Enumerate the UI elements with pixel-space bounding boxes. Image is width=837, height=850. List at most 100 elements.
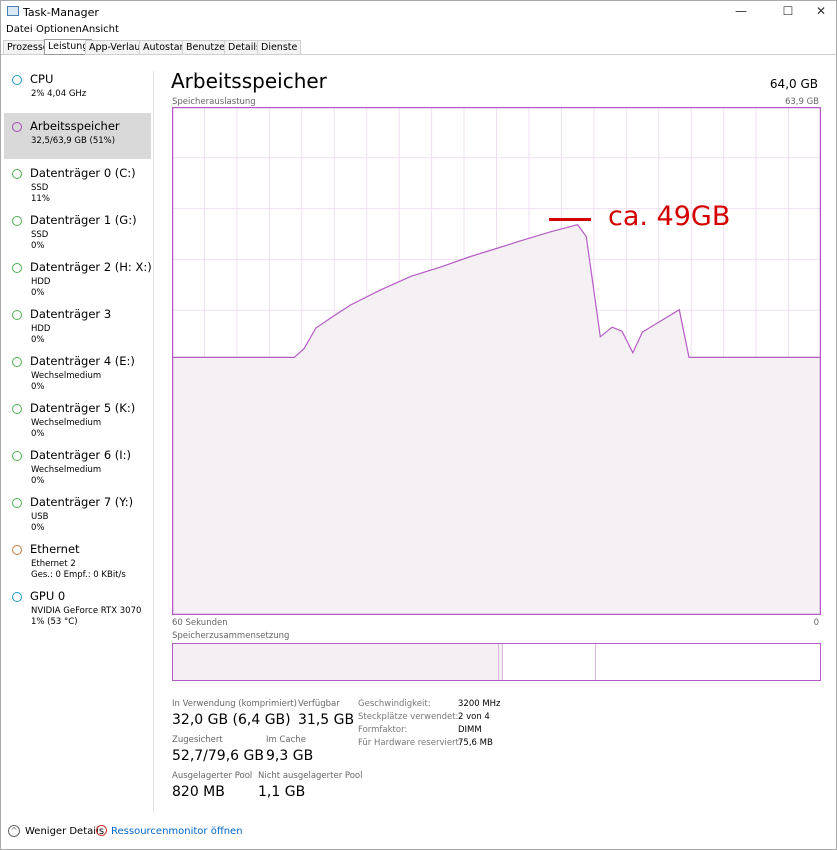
page-title: Arbeitsspeicher [171, 69, 327, 93]
sidebar-item-sub: SSD [31, 183, 49, 193]
divider [153, 71, 154, 813]
sidebar-item-sub: SSD [31, 230, 49, 240]
tab-bar: Prozesse Leistung App-Verlauf Autostart … [1, 39, 837, 55]
sidebar-item[interactable]: Datenträger 2 (H: X:) HDD 0% [4, 254, 152, 300]
sidebar-item-name: Datenträger 7 (Y:) [30, 495, 134, 509]
composition-in-use [173, 644, 500, 680]
annotation-text: ca. 49GB [608, 201, 731, 232]
sidebar-item[interactable]: Datenträger 6 (I:) Wechselmedium 0% [4, 442, 151, 488]
sidebar-item[interactable]: Datenträger 1 (G:) SSD 0% [4, 207, 151, 253]
status-circle-icon [12, 357, 22, 367]
sidebar-item-value: 0% [31, 476, 45, 486]
sidebar-item-name: Arbeitsspeicher [30, 119, 120, 133]
sidebar-item[interactable]: Arbeitsspeicher 32,5/63,9 GB (51%) [4, 113, 151, 159]
sidebar-item-name: Ethernet [30, 542, 80, 556]
maximize-button[interactable]: ☐ [782, 4, 794, 18]
minimize-button[interactable]: — [735, 4, 747, 18]
sidebar-item-sub: HDD [31, 324, 51, 334]
status-circle-icon [12, 310, 22, 320]
composition-standby [502, 644, 597, 680]
window-title: Task-Manager [23, 6, 99, 19]
close-button[interactable]: ✕ [815, 4, 827, 18]
sidebar-item-value: 0% [31, 241, 45, 251]
sidebar-item-name: CPU [30, 72, 54, 86]
status-circle-icon [12, 404, 22, 414]
total-memory: 64,0 GB [769, 77, 818, 91]
fewer-details-button[interactable]: Weniger Details [25, 826, 105, 837]
stat-nonpaged-pool: Nicht ausgelagerter Pool 1,1 GB [258, 771, 363, 800]
sidebar-item[interactable]: Datenträger 7 (Y:) USB 0% [4, 489, 151, 535]
graph-label: Speicherauslastung [172, 97, 256, 107]
sidebar-item-name: Datenträger 0 (C:) [30, 166, 136, 180]
detail-speed-value: 3200 MHz [458, 699, 501, 709]
status-circle-icon [12, 122, 22, 132]
annotation-marker [549, 218, 591, 221]
sidebar-item-sub: Wechselmedium [31, 465, 102, 475]
graph-max: 63,9 GB [784, 97, 819, 107]
detail-reserved-key: Für Hardware reserviert: [358, 738, 462, 748]
sidebar-item-value: 11% [31, 194, 50, 204]
sidebar-item-sub: 32,5/63,9 GB (51%) [31, 136, 116, 146]
sidebar-item-name: Datenträger 2 (H: X:) [30, 260, 152, 274]
memory-usage-graph [172, 107, 821, 615]
detail-slots-key: Steckplätze verwendet: [358, 712, 459, 722]
stat-label: Nicht ausgelagerter Pool [258, 771, 363, 781]
sidebar-item-value: 0% [31, 429, 45, 439]
stat-paged-pool: Ausgelagerter Pool 820 MB [172, 771, 252, 800]
menu-optionen[interactable]: Optionen [36, 24, 82, 35]
chevron-up-icon[interactable]: ^ [8, 825, 20, 837]
composition-label: Speicherzusammensetzung [172, 631, 290, 641]
tab-dienste[interactable]: Dienste [257, 40, 302, 55]
resource-monitor-icon [96, 825, 107, 836]
sidebar-item-name: Datenträger 3 [30, 307, 112, 321]
status-circle-icon [12, 263, 22, 273]
stat-cached: Im Cache 9,3 GB [266, 735, 313, 764]
menu-datei[interactable]: Datei [6, 24, 33, 35]
stat-value: 820 MB [172, 784, 225, 800]
stat-value: 31,5 GB [298, 712, 355, 728]
open-resource-monitor-link[interactable]: Ressourcenmonitor öffnen [111, 826, 243, 837]
sidebar-item-value: 0% [31, 382, 45, 392]
status-circle-icon [12, 592, 22, 602]
stat-value: 1,1 GB [258, 784, 306, 800]
status-circle-icon [12, 75, 22, 85]
sidebar-item-sub: Wechselmedium [31, 371, 102, 381]
tab-details[interactable]: Details [224, 40, 265, 55]
sidebar-item[interactable]: Datenträger 3 HDD 0% [4, 301, 151, 347]
memory-composition-bar [172, 643, 821, 681]
tab-autostart[interactable]: Autostart [139, 40, 192, 55]
status-circle-icon [12, 498, 22, 508]
composition-modified [499, 644, 503, 680]
sidebar-item-sub: 2% 4,04 GHz [31, 89, 87, 99]
detail-speed-key: Geschwindigkeit: [358, 699, 431, 709]
sidebar-item[interactable]: Datenträger 5 (K:) Wechselmedium 0% [4, 395, 151, 441]
stat-label: Ausgelagerter Pool [172, 771, 253, 781]
sidebar-item-name: Datenträger 5 (K:) [30, 401, 136, 415]
sidebar-item[interactable]: Ethernet Ethernet 2 Ges.: 0 Empf.: 0 KBi… [4, 536, 151, 582]
sidebar-item[interactable]: Datenträger 4 (E:) Wechselmedium 0% [4, 348, 151, 394]
sidebar-item-value: 1% (53 °C) [31, 617, 78, 627]
sidebar-item-value: 0% [31, 523, 45, 533]
stat-available: Verfügbar 31,5 GB [298, 699, 354, 728]
title-bar: Task-Manager — ☐ ✕ [1, 1, 837, 23]
stat-in-use: In Verwendung (komprimiert) 32,0 GB (6,4 … [172, 699, 297, 728]
status-circle-icon [12, 216, 22, 226]
sidebar-item-sub: HDD [31, 277, 51, 287]
sidebar-item-value: 0% [31, 288, 45, 298]
sidebar-item-name: Datenträger 4 (E:) [30, 354, 135, 368]
stat-value: 52,7/79,6 GB [172, 748, 264, 764]
stat-label: In Verwendung (komprimiert) [172, 699, 297, 709]
menu-ansicht[interactable]: Ansicht [82, 24, 119, 35]
sidebar-item-sub: Wechselmedium [31, 418, 102, 428]
detail-formfactor-value: DIMM [458, 725, 482, 735]
stat-committed: Zugesichert 52,7/79,6 GB [172, 735, 264, 764]
sidebar-item-name: GPU 0 [30, 589, 66, 603]
status-circle-icon [12, 545, 22, 555]
sidebar-item[interactable]: GPU 0 NVIDIA GeForce RTX 3070 1% (53 °C) [4, 583, 151, 629]
detail-reserved-value: 75,6 MB [458, 738, 493, 748]
resource-sidebar: CPU 2% 4,04 GHz Arbeitsspeicher 32,5/63,… [1, 61, 153, 811]
stat-label: Im Cache [266, 735, 306, 745]
sidebar-item[interactable]: CPU 2% 4,04 GHz [4, 66, 151, 112]
footer: ^ Weniger Details Ressourcenmonitor öffn… [1, 821, 837, 843]
sidebar-item[interactable]: Datenträger 0 (C:) SSD 11% [4, 160, 151, 206]
